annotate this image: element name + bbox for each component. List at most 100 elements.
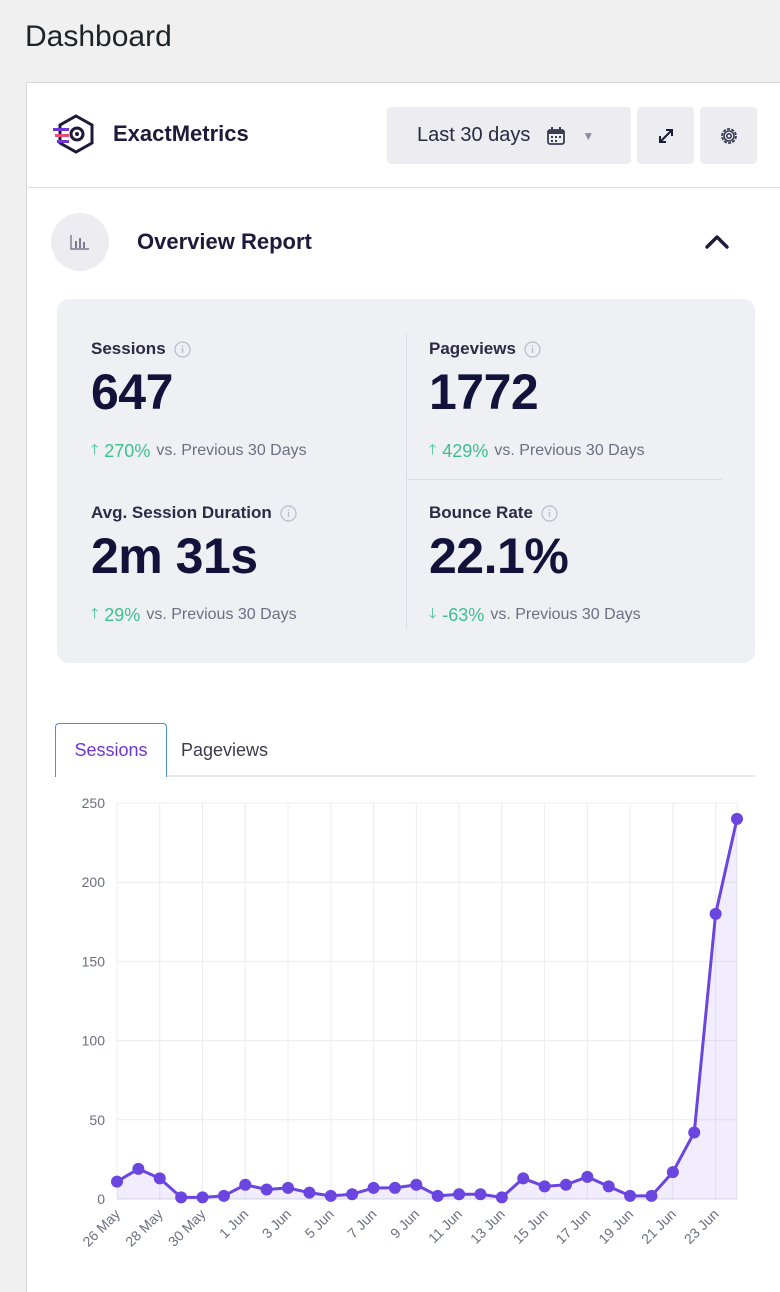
data-point (282, 1181, 295, 1194)
x-tick-label: 26 May (79, 1206, 123, 1250)
y-tick-label: 50 (89, 1112, 105, 1128)
x-tick-label: 7 Jun (344, 1206, 380, 1242)
data-point (410, 1178, 423, 1191)
calendar-icon (547, 126, 566, 145)
series-line-sessions (116, 818, 739, 1199)
brand-name: ExactMetrics (113, 121, 249, 146)
data-point (709, 907, 722, 920)
chevron-up-icon[interactable] (701, 227, 733, 257)
data-point (559, 1178, 572, 1191)
stat-label: Pageviews (429, 339, 516, 358)
stat-label-row: Bounce Rate (429, 503, 641, 523)
expand-button[interactable] (637, 107, 694, 164)
arrow-down-icon: 🡓 (429, 605, 437, 621)
stats-divider-vertical (406, 333, 407, 629)
data-point (217, 1189, 230, 1202)
data-point (495, 1191, 508, 1204)
x-tick-label: 5 Jun (301, 1206, 337, 1242)
delta-value: 29% (104, 604, 141, 625)
tab-pageviews[interactable]: Pageviews (181, 739, 269, 760)
data-point (111, 1175, 123, 1188)
delta-value: 429% (442, 440, 489, 461)
widget-header: ExactMetrics Last 30 days ▼ (27, 83, 780, 188)
x-tick-label: 3 Jun (259, 1206, 295, 1242)
data-point (303, 1186, 316, 1199)
expand-icon (658, 128, 673, 143)
delta-comparison: vs. Previous 30 Days (490, 606, 641, 623)
stat-sessions: Sessions 647 🡑 270% vs. Previous 30 Days (91, 339, 307, 463)
settings-button[interactable] (700, 107, 757, 164)
stat-value: 1772 (429, 364, 539, 420)
chart-tabs: Sessions Pageviews (55, 723, 755, 777)
x-tick-label: 28 May (122, 1206, 166, 1250)
x-tick-label: 17 Jun (552, 1206, 593, 1247)
x-tick-label: 21 Jun (638, 1206, 679, 1247)
x-tick-label: 15 Jun (510, 1206, 551, 1247)
delta-value: -63% (442, 604, 485, 625)
data-point (260, 1183, 273, 1196)
data-point (731, 812, 743, 825)
y-tick-label: 200 (82, 874, 106, 890)
info-icon[interactable] (174, 340, 191, 358)
x-tick-label: 30 May (165, 1206, 209, 1250)
overview-report-header: Overview Report (27, 189, 780, 295)
stat-label-row: Avg. Session Duration (91, 503, 297, 523)
stat-delta: 🡑 29% vs. Previous 30 Days (91, 603, 297, 627)
caret-down-icon: ▼ (582, 128, 595, 143)
data-point (367, 1181, 380, 1194)
stat-delta: 🡓 -63% vs. Previous 30 Days (429, 603, 641, 627)
tab-sessions[interactable]: Sessions (55, 723, 167, 777)
delta-comparison: vs. Previous 30 Days (494, 442, 645, 459)
data-point (388, 1181, 401, 1194)
y-tick-label: 150 (82, 953, 106, 969)
stat-value: 22.1% (429, 528, 569, 584)
stat-delta: 🡑 429% vs. Previous 30 Days (429, 439, 645, 463)
data-point (645, 1189, 658, 1202)
data-point (346, 1188, 359, 1201)
data-point (624, 1189, 637, 1202)
data-point (196, 1191, 209, 1204)
arrow-up-icon: 🡑 (429, 441, 437, 457)
info-icon[interactable] (280, 504, 297, 522)
arrow-up-icon: 🡑 (91, 605, 99, 621)
delta-value: 270% (104, 440, 151, 461)
stat-pageviews: Pageviews 1772 🡑 429% vs. Previous 30 Da… (429, 339, 645, 463)
stat-value: 647 (91, 364, 173, 420)
data-point (602, 1180, 615, 1193)
gear-icon (720, 127, 737, 144)
brand: ExactMetrics (53, 113, 249, 155)
data-point (666, 1166, 679, 1179)
x-tick-label: 1 Jun (216, 1206, 252, 1242)
date-range-label: Last 30 days (417, 124, 531, 146)
data-point (453, 1188, 466, 1201)
data-point (153, 1172, 166, 1185)
data-point (239, 1178, 252, 1191)
x-tick-label: 11 Jun (425, 1206, 465, 1246)
x-tick-label: 19 Jun (595, 1206, 636, 1247)
data-point (474, 1188, 487, 1201)
arrow-up-icon: 🡑 (91, 441, 99, 457)
stat-avg-session-duration: Avg. Session Duration 2m 31s 🡑 29% vs. P… (91, 503, 297, 627)
x-tick-label: 13 Jun (467, 1206, 508, 1247)
data-point (324, 1189, 337, 1202)
stat-label: Avg. Session Duration (91, 503, 272, 522)
stat-label: Sessions (91, 339, 166, 358)
data-point (175, 1191, 188, 1204)
series-area-sessions (117, 818, 737, 1199)
date-range-dropdown[interactable]: Last 30 days ▼ (387, 107, 631, 164)
stat-label-row: Pageviews (429, 339, 645, 359)
data-point (688, 1126, 701, 1139)
y-tick-label: 100 (82, 1033, 106, 1049)
exactmetrics-widget: ExactMetrics Last 30 days ▼ (26, 82, 780, 1292)
stat-delta: 🡑 270% vs. Previous 30 Days (91, 439, 307, 463)
delta-comparison: vs. Previous 30 Days (146, 606, 297, 623)
stat-label: Bounce Rate (429, 503, 533, 522)
y-tick-label: 250 (82, 795, 106, 811)
info-icon[interactable] (524, 340, 541, 358)
delta-comparison: vs. Previous 30 Days (156, 442, 307, 459)
bar-chart-icon (51, 213, 109, 271)
y-tick-label: 0 (97, 1191, 105, 1207)
info-icon[interactable] (541, 504, 558, 522)
stat-label-row: Sessions (91, 339, 307, 359)
